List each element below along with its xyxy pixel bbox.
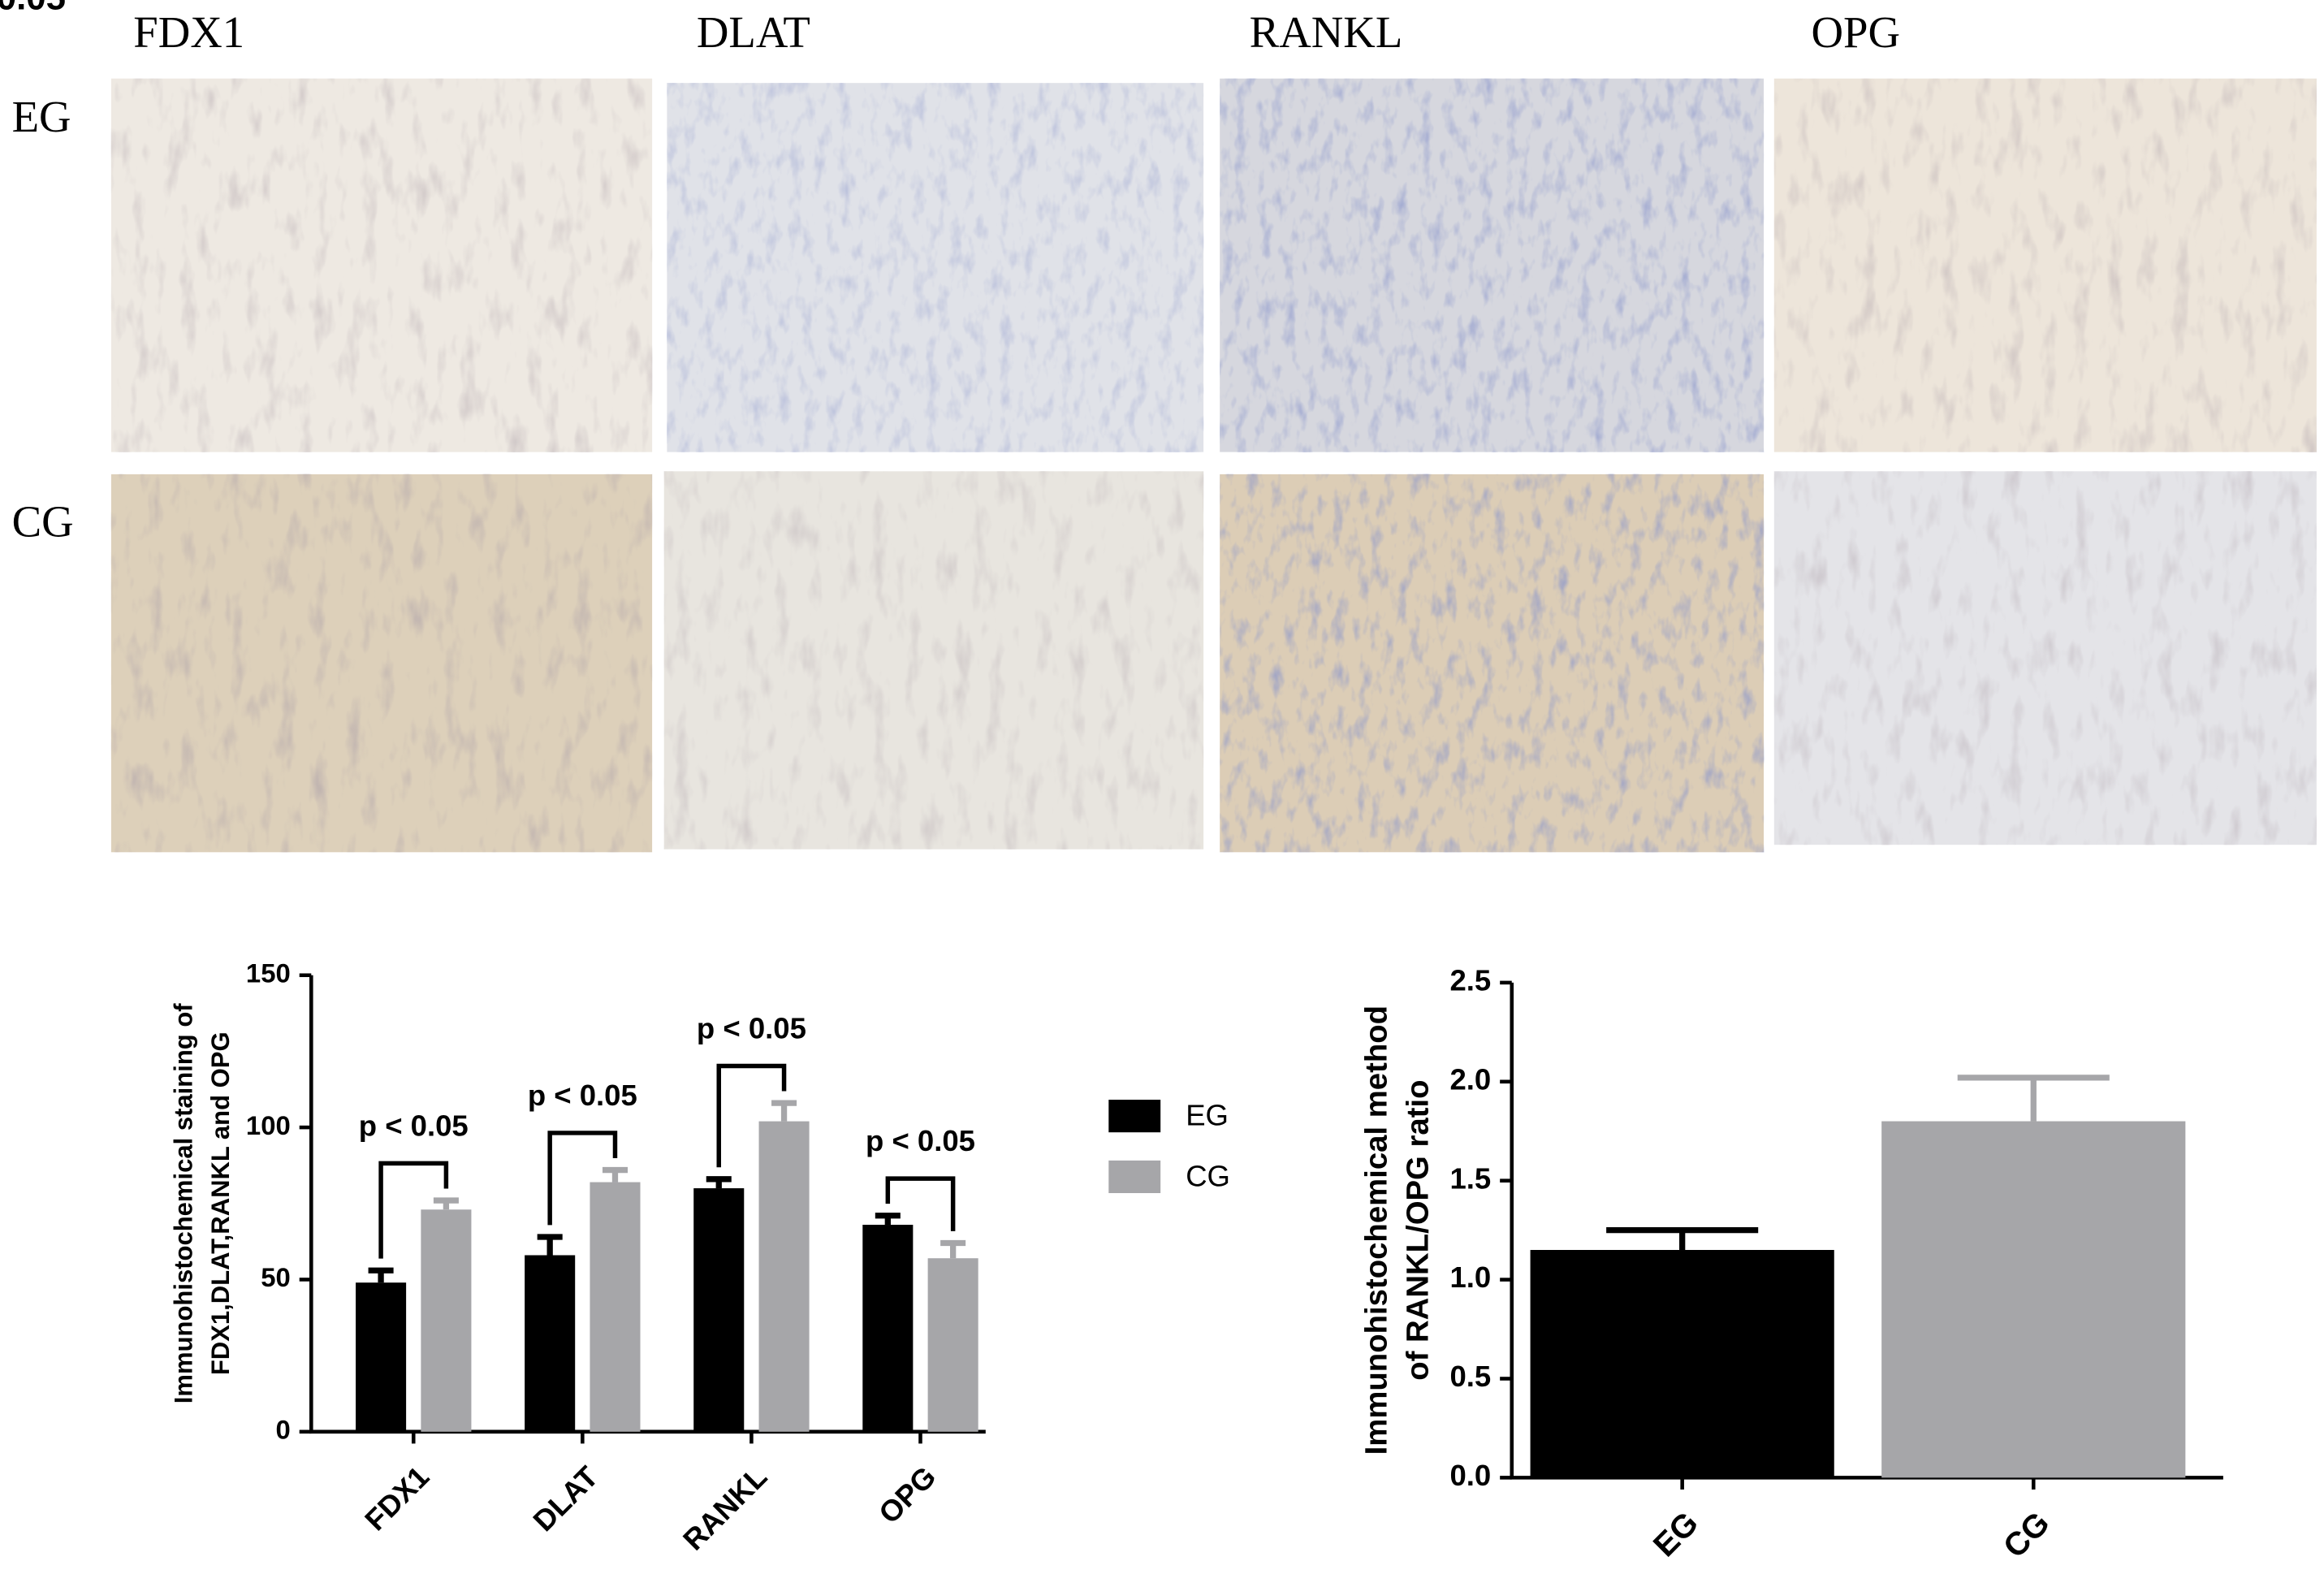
- micrograph-texture: [667, 83, 1204, 452]
- error-bar: [602, 1166, 628, 1183]
- micrograph-texture: [1220, 473, 1765, 853]
- micrograph-texture: [1773, 471, 2317, 845]
- error-bar: [433, 1197, 459, 1210]
- error-bar: [940, 1239, 966, 1259]
- x-tick-label: DLAT: [527, 1459, 605, 1537]
- bar: [525, 1255, 576, 1432]
- significance-label: p < 0.05: [0, 0, 66, 18]
- error-bar: [706, 1176, 732, 1189]
- micrograph-texture: [1773, 78, 2317, 452]
- error-bar: [1606, 1226, 1759, 1251]
- legend-swatch: [1108, 1100, 1161, 1133]
- micrograph-texture: [110, 473, 653, 853]
- significance-label: p < 0.05: [528, 1079, 637, 1112]
- significance-label: p < 0.05: [697, 1011, 806, 1044]
- y-tick-label: 2.0: [1449, 1062, 1491, 1096]
- error-bar: [368, 1267, 394, 1283]
- micrograph-texture: [663, 471, 1204, 850]
- row-label: EG: [12, 92, 71, 141]
- significance-label: p < 0.05: [359, 1109, 469, 1142]
- x-tick-label: CG: [1996, 1505, 2056, 1565]
- y-tick-label: 0: [275, 1414, 290, 1444]
- x-tick-label: RANKL: [676, 1459, 773, 1556]
- y-tick-label: 1.0: [1449, 1260, 1491, 1294]
- y-axis-label: FDX1,DLAT,RANKL and OPG: [206, 1031, 235, 1375]
- y-axis-label: of RANKL/OPG ratio: [1401, 1079, 1436, 1380]
- bar: [356, 1282, 407, 1432]
- legend-label: EG: [1186, 1099, 1229, 1132]
- x-tick-label: EG: [1646, 1505, 1705, 1564]
- significance-bracket: [547, 1131, 618, 1226]
- y-axis-label: Immunohistochemical method: [1359, 1005, 1394, 1455]
- column-label: FDX1: [133, 7, 244, 57]
- significance-bracket: [885, 1176, 956, 1231]
- column-label: RANKL: [1250, 7, 1403, 57]
- significance-bracket: [716, 1063, 787, 1168]
- bar: [927, 1258, 978, 1432]
- column-label: DLAT: [697, 7, 810, 57]
- significance-label: p < 0.05: [866, 1124, 975, 1157]
- y-tick-label: 100: [246, 1110, 291, 1140]
- y-tick-label: 1.5: [1449, 1161, 1491, 1195]
- y-tick-label: 0.0: [1449, 1459, 1491, 1492]
- legend-swatch: [1108, 1160, 1161, 1194]
- bar: [693, 1188, 745, 1432]
- y-tick-label: 2.5: [1449, 964, 1491, 997]
- bar: [421, 1209, 472, 1432]
- significance-bracket: [378, 1161, 449, 1259]
- error-bar: [771, 1100, 797, 1122]
- y-axis-label: Immunohistochemical staining of: [169, 1003, 197, 1403]
- error-bar: [875, 1213, 901, 1226]
- x-tick-label: OPG: [872, 1459, 942, 1529]
- row-label: CG: [12, 496, 74, 546]
- y-tick-label: 0.5: [1449, 1360, 1491, 1393]
- bar: [1530, 1250, 1834, 1478]
- error-bar: [1957, 1075, 2110, 1122]
- significance-star: *: [1674, 0, 1689, 19]
- bar: [758, 1121, 810, 1432]
- micrographs: [110, 78, 2317, 853]
- micrograph-texture: [110, 78, 653, 452]
- legend-label: CG: [1186, 1159, 1230, 1192]
- micrograph-texture: [1220, 78, 1765, 452]
- y-tick-label: 150: [246, 958, 291, 988]
- bar: [590, 1182, 641, 1432]
- error-bar: [537, 1234, 563, 1256]
- bar: [862, 1225, 914, 1432]
- bar: [1881, 1121, 2186, 1478]
- column-label: OPG: [1811, 7, 1900, 57]
- x-tick-label: FDX1: [358, 1459, 435, 1537]
- y-tick-label: 50: [261, 1262, 291, 1292]
